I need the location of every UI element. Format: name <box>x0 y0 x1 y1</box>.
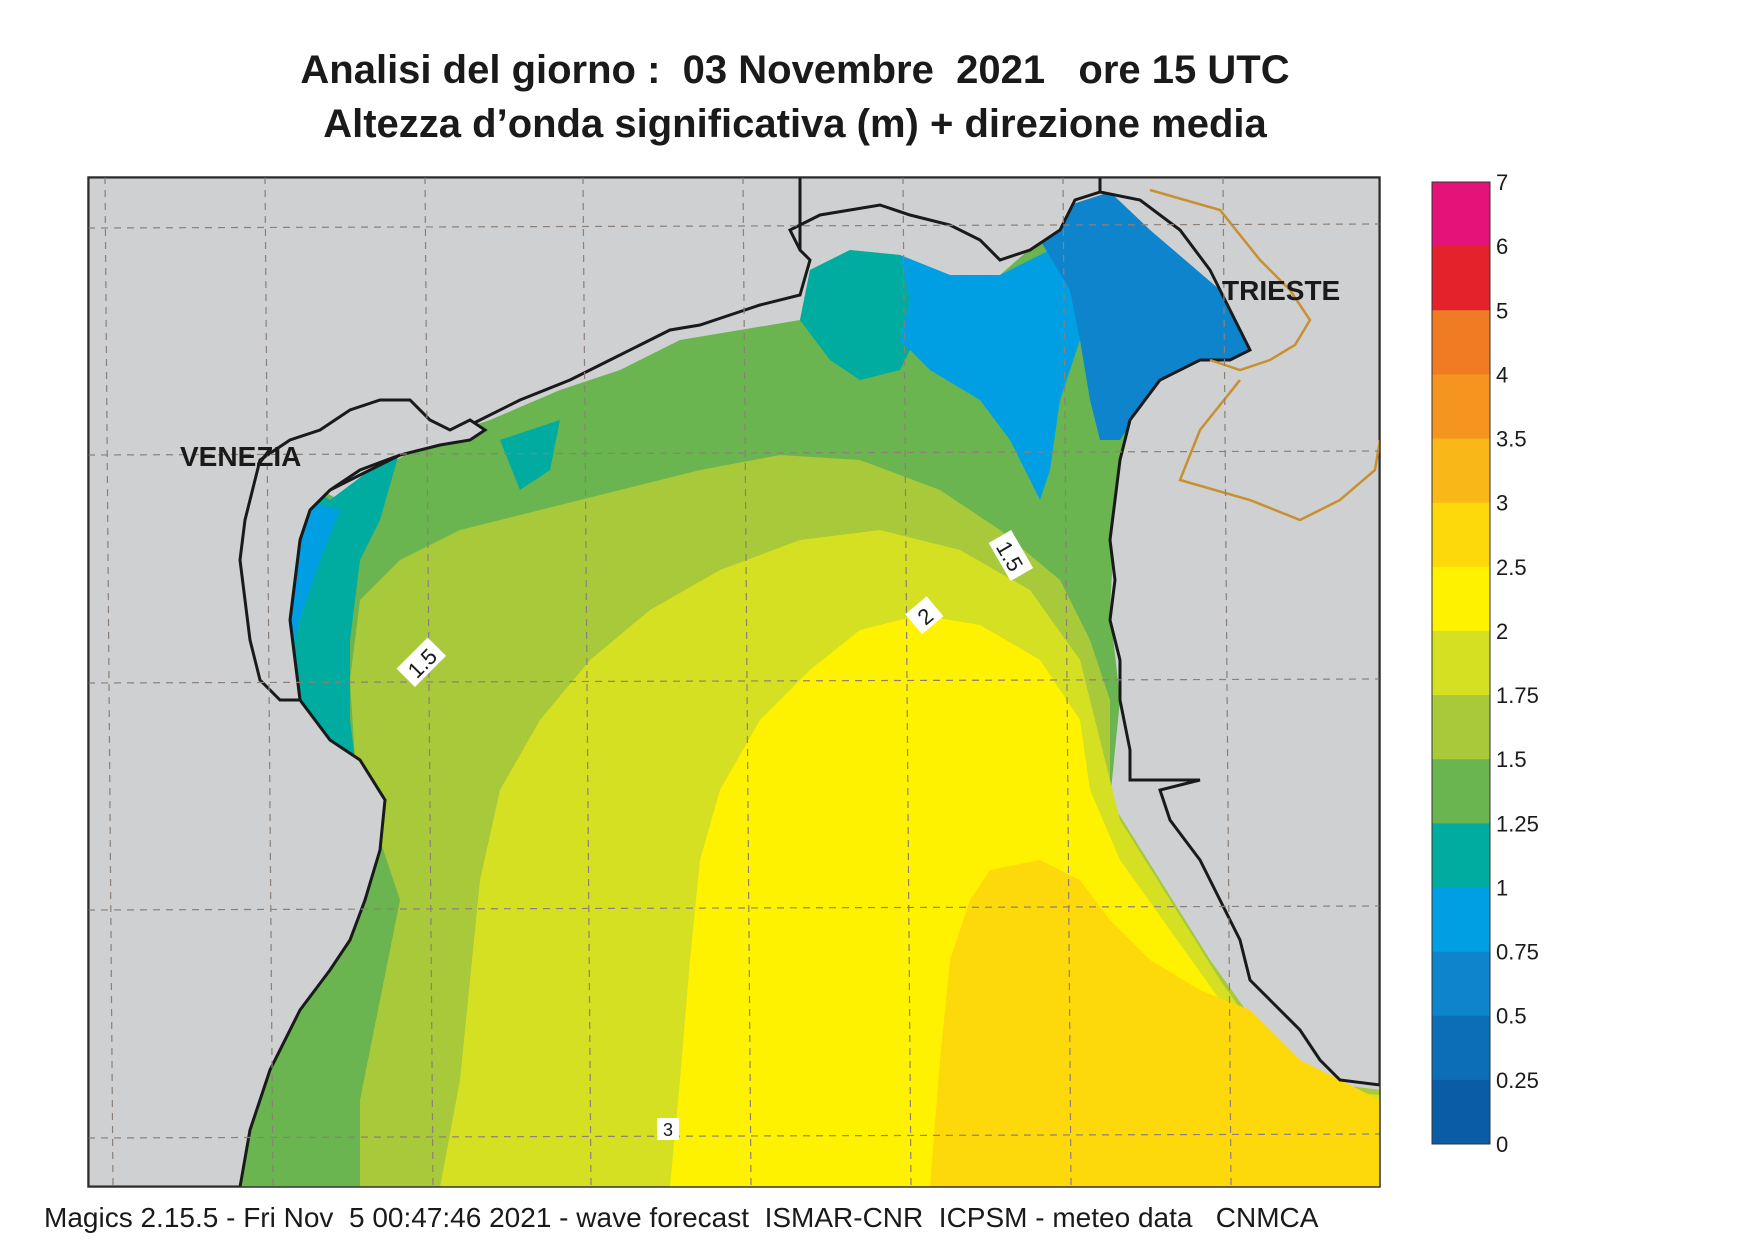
legend-swatch <box>1432 502 1490 568</box>
sea-band-2.5 <box>930 860 1380 1187</box>
place-label-trieste: TRIESTE <box>1222 275 1340 306</box>
legend-tick-label: 1.25 <box>1496 811 1539 836</box>
legend-swatch <box>1432 1015 1490 1081</box>
legend-tick-label: 5 <box>1496 298 1508 323</box>
sea-band-0.75 <box>900 250 1080 500</box>
place-label-venezia: VENEZIA <box>180 441 301 472</box>
legend-swatch <box>1432 759 1490 824</box>
map-frame <box>87 176 1381 1188</box>
footer-credits: Magics 2.15.5 - Fri Nov 5 00:47:46 2021 … <box>44 1202 1319 1233</box>
legend-tick-label: 0 <box>1496 1132 1508 1157</box>
legend-swatch <box>1432 887 1490 953</box>
map-title: Analisi del giorno : 03 Novembre 2021 or… <box>300 48 1290 92</box>
contour-label: 2 <box>905 596 944 635</box>
contour-label: 3 <box>657 1118 679 1140</box>
land-east <box>1098 177 1380 1087</box>
legend-tick-label: 1.75 <box>1496 683 1539 708</box>
legend-tick-label: 0.75 <box>1496 940 1539 965</box>
legend-swatch <box>1432 823 1490 888</box>
legend-tick-label: 1 <box>1496 875 1508 900</box>
legend-swatch <box>1432 630 1490 696</box>
legend-tick-label: 2.5 <box>1496 555 1527 580</box>
legend-frame <box>1431 181 1491 1145</box>
legend-swatch <box>1432 695 1490 760</box>
legend-swatch <box>1432 566 1490 632</box>
sea-band-1.0 <box>500 420 560 490</box>
legend-swatch <box>1432 182 1490 247</box>
legend-swatch <box>1432 246 1490 311</box>
contour-label-text: 3 <box>663 1120 673 1140</box>
map-area: 1.5 1.5 2 3 VENEZIA TRIESTE <box>88 177 1380 1187</box>
legend-tick-label: 3.5 <box>1496 427 1527 452</box>
sea-band-0.5 <box>1040 192 1250 440</box>
legend-tick-label: 1.5 <box>1496 747 1527 772</box>
land-north <box>787 177 1102 262</box>
legend-tick-label: 2 <box>1496 619 1508 644</box>
venezia-lagoon <box>238 398 488 702</box>
legend-swatch <box>1432 374 1490 440</box>
legend-tick-label: 0.25 <box>1496 1068 1539 1093</box>
legend-tick-label: 3 <box>1496 491 1508 516</box>
color-legend: 7 6 5 4 3.5 3 2.5 2 1.75 1.5 1.25 1 0.75 0.5 0.25 0 <box>1431 170 1539 1157</box>
legend-tick-label: 0.5 <box>1496 1004 1527 1029</box>
map-subtitle: Altezza d’onda significativa (m) + direz… <box>323 102 1267 146</box>
legend-tick-label: 6 <box>1496 234 1508 259</box>
legend-swatch <box>1432 1079 1490 1145</box>
sea-band-1.0 <box>800 250 920 380</box>
legend-tick-label: 4 <box>1496 362 1508 387</box>
legend-tick-label: 7 <box>1496 170 1508 195</box>
legend-swatch <box>1432 438 1490 504</box>
national-border <box>1149 188 1380 522</box>
legend-swatch <box>1432 310 1490 375</box>
land-masses <box>88 177 1380 1187</box>
legend-swatch <box>1432 951 1490 1017</box>
wave-height-field <box>240 192 1380 1187</box>
